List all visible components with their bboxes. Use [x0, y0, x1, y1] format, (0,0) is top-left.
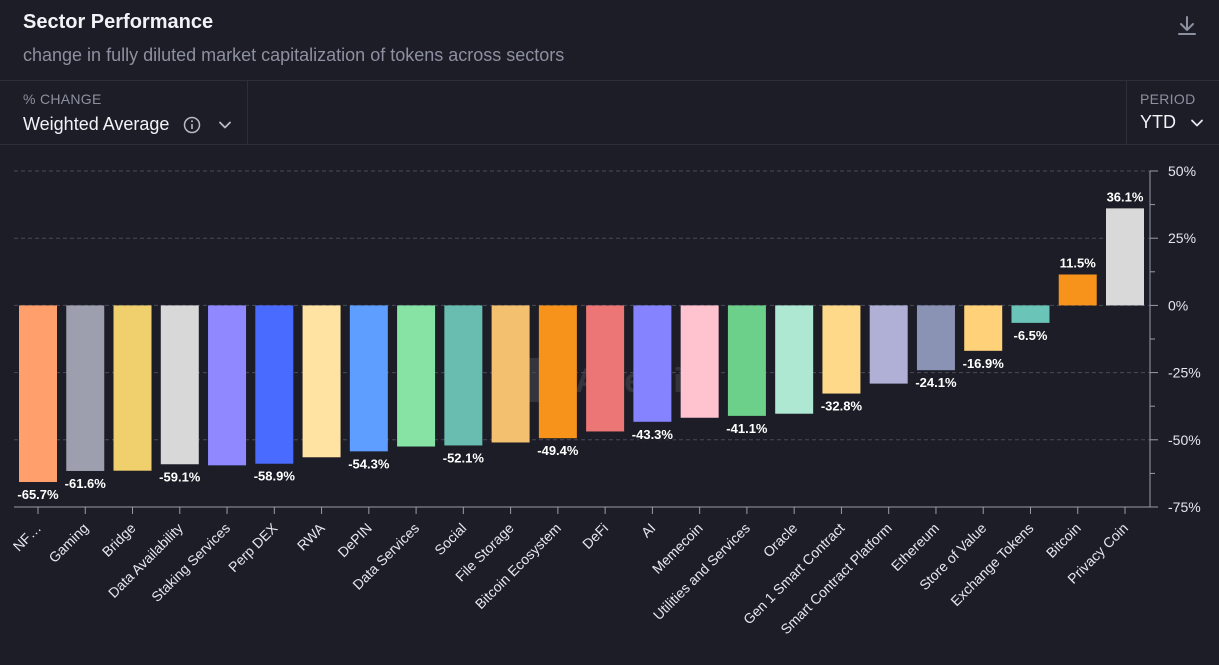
- y-tick-label: -75%: [1168, 499, 1201, 515]
- chart-title: Sector Performance: [23, 11, 214, 33]
- category-label: Social: [431, 520, 469, 558]
- category-label: RWA: [294, 519, 328, 553]
- y-tick-label: 0%: [1168, 297, 1188, 313]
- metric-selector[interactable]: % CHANGE Weighted Average: [0, 81, 248, 144]
- data-label: -54.3%: [348, 456, 390, 471]
- bar: [869, 305, 908, 384]
- bar: [302, 305, 341, 458]
- chart-header: Sector Performance change in fully dilut…: [0, 0, 1219, 81]
- data-label: 36.1%: [1107, 189, 1144, 204]
- data-label: -24.1%: [915, 375, 957, 390]
- bar: [113, 305, 152, 471]
- category-label: Bridge: [99, 520, 139, 560]
- y-tick-label: -50%: [1168, 432, 1201, 448]
- category-label: DePIN: [334, 520, 374, 560]
- download-icon[interactable]: [1175, 14, 1199, 38]
- bar: [1106, 208, 1144, 306]
- category-label: Bitcoin: [1043, 520, 1084, 561]
- data-label: -43.3%: [632, 427, 674, 442]
- bar: [822, 305, 861, 394]
- category-label: Perp DEX: [225, 519, 281, 575]
- category-label: Bitcoin Ecosystem: [472, 520, 564, 612]
- bar: [680, 305, 719, 418]
- data-label: -59.1%: [159, 469, 201, 484]
- data-label: -16.9%: [963, 356, 1005, 371]
- y-tick-label: 25%: [1168, 230, 1196, 246]
- controls-bar: % CHANGE Weighted Average PERIOD YTD: [0, 81, 1219, 145]
- category-label: Exchange Tokens: [947, 520, 1036, 609]
- category-label: AI: [638, 520, 659, 541]
- chevron-down-icon[interactable]: [1190, 116, 1204, 130]
- chart-subtitle: change in fully diluted market capitaliz…: [23, 45, 565, 65]
- data-label: -52.1%: [443, 450, 485, 465]
- bar: [1058, 274, 1097, 306]
- period-label: PERIOD: [1140, 91, 1196, 107]
- metric-label: % CHANGE: [23, 91, 102, 107]
- data-label: -49.4%: [537, 443, 579, 458]
- period-value[interactable]: YTD: [1140, 112, 1176, 132]
- data-label: -58.9%: [254, 469, 296, 484]
- bar: [444, 305, 483, 446]
- bar: [160, 305, 199, 465]
- category-label: NF…: [10, 520, 44, 554]
- bar: [586, 305, 625, 432]
- data-label: -61.6%: [65, 476, 107, 491]
- data-label: -6.5%: [1013, 328, 1047, 343]
- info-icon[interactable]: [183, 116, 201, 134]
- bar: [397, 305, 436, 447]
- bar: [727, 305, 766, 416]
- bar: [19, 305, 57, 483]
- data-label: -32.8%: [821, 399, 863, 414]
- chevron-down-icon[interactable]: [218, 118, 232, 132]
- metric-value[interactable]: Weighted Average: [23, 114, 170, 134]
- bar: [964, 305, 1003, 351]
- category-label: Oracle: [760, 520, 801, 561]
- bar: [491, 305, 530, 443]
- bar: [1011, 305, 1050, 323]
- bar: [208, 305, 247, 466]
- bar: [66, 305, 105, 471]
- y-tick-label: 50%: [1168, 163, 1196, 179]
- category-label: DeFi: [579, 520, 611, 552]
- bar: [916, 305, 955, 371]
- bar: [255, 305, 294, 464]
- period-selector[interactable]: PERIOD YTD: [1126, 81, 1219, 144]
- bar-chart: Artemis50%25%0%-25%-50%-75%-65.7%NF…-61.…: [10, 163, 1201, 637]
- y-tick-label: -25%: [1168, 365, 1201, 381]
- bar: [633, 305, 672, 422]
- bar: [538, 305, 577, 439]
- data-label: -65.7%: [17, 487, 59, 502]
- category-label: Gaming: [45, 520, 91, 566]
- data-label: 11.5%: [1060, 255, 1097, 270]
- bar: [775, 305, 814, 414]
- bar: [349, 305, 388, 452]
- data-label: -41.1%: [726, 421, 768, 436]
